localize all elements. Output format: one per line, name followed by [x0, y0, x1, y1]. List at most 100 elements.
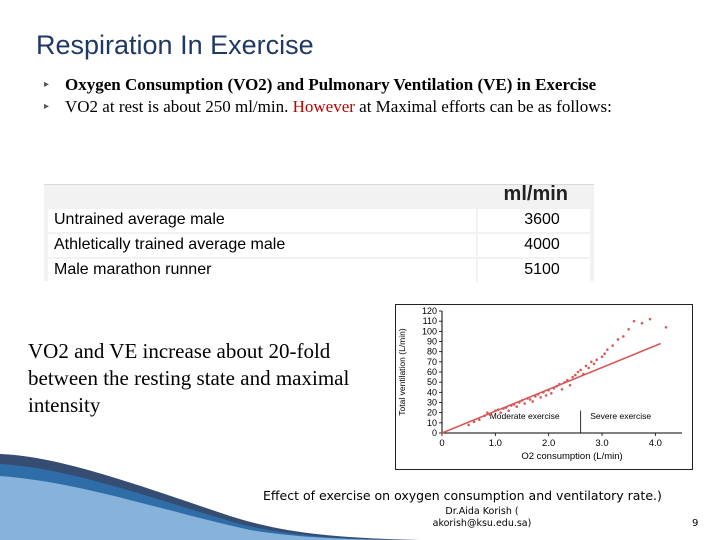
region-label-severe: Severe exercise [590, 411, 651, 421]
y-tick-label: 0 [432, 428, 437, 438]
data-point [616, 338, 620, 341]
data-point [542, 391, 545, 394]
y-tick-label: 30 [427, 398, 437, 408]
data-point [512, 403, 516, 406]
y-tick-label: 80 [427, 347, 437, 357]
data-point [600, 355, 604, 359]
table-cell-label: Untrained average male [54, 211, 225, 228]
data-point [592, 362, 596, 366]
data-point [584, 364, 588, 368]
bullet-text-2: VO2 at rest is about 250 ml/min. [65, 97, 293, 116]
data-point [640, 321, 644, 325]
table-row: Athletically trained average male 4000 [48, 234, 590, 257]
data-point [632, 319, 636, 323]
y-axis-label: Total ventilation (L/min) [397, 328, 407, 416]
bullet-marker-icon: ▸ [44, 101, 50, 112]
table-row: Male marathon runner 5100 [48, 259, 590, 282]
y-tick-label: 50 [427, 377, 437, 387]
y-tick-label: 90 [427, 337, 437, 347]
data-point [536, 393, 540, 396]
bullet-item-2: ▸ VO2 at rest is about 250 ml/min. Howev… [44, 96, 684, 118]
x-tick-label: 1.0 [489, 438, 502, 449]
data-point [603, 352, 606, 355]
region-label-moderate: Moderate exercise [490, 411, 560, 421]
body-text: VO2 and VE increase about 20-fold betwee… [28, 339, 350, 417]
x-axis-label: O2 consumption (L/min) [521, 451, 622, 462]
data-point [622, 335, 625, 338]
data-point [560, 387, 564, 391]
data-point [590, 360, 593, 364]
data-point [528, 398, 532, 401]
data-point [539, 396, 542, 399]
data-point [520, 399, 524, 402]
data-point [483, 414, 486, 418]
data-point [664, 325, 668, 329]
data-point [555, 384, 558, 388]
data-point [563, 380, 566, 384]
y-tick-label: 10 [427, 418, 437, 428]
y-tick-label: 40 [427, 387, 437, 397]
data-point [627, 328, 630, 331]
data-point [523, 402, 526, 405]
data-point [518, 401, 521, 404]
data-point [486, 411, 489, 414]
slide-title: Respiration In Exercise [36, 30, 314, 60]
data-point [582, 372, 585, 376]
x-tick-label: 2.0 [542, 438, 555, 449]
vo2-table: ml/min Untrained average male 3600 Athle… [44, 183, 594, 282]
table-cell-value: 3600 [524, 211, 560, 228]
data-point [499, 411, 502, 414]
data-point [568, 383, 572, 387]
data-point [502, 407, 505, 410]
decorative-wave-icon [0, 454, 420, 540]
y-tick-label: 110 [423, 316, 437, 326]
data-point [648, 317, 652, 321]
data-point [611, 344, 614, 347]
data-point [574, 373, 577, 377]
data-point [494, 409, 497, 412]
bullet-marker-icon: ▸ [44, 79, 50, 90]
data-point [579, 368, 582, 372]
x-tick-label: 4.0 [649, 438, 662, 449]
table-cell-label: Athletically trained average male [54, 236, 286, 253]
data-point [472, 420, 476, 424]
data-point [488, 413, 492, 416]
y-tick-label: 120 [422, 306, 437, 316]
table-cell-value: 5100 [524, 261, 560, 278]
data-point [531, 400, 534, 403]
data-point [504, 406, 508, 409]
bullet-item-1: ▸ Oxygen Consumption (VO2) and Pulmonary… [44, 74, 684, 96]
data-point [552, 386, 556, 390]
trend-line [441, 342, 661, 434]
data-point [571, 375, 574, 379]
data-point [576, 370, 580, 374]
data-point [547, 389, 550, 392]
table-row: Untrained average male 3600 [48, 209, 590, 232]
data-point [496, 408, 500, 411]
x-tick-label: 0 [439, 438, 444, 449]
data-point [467, 423, 470, 427]
x-tick-label: 3.0 [595, 438, 608, 449]
bullet-list: ▸ Oxygen Consumption (VO2) and Pulmonary… [44, 74, 684, 118]
bullet-text-1: Oxygen Consumption (VO2) and Pulmonary V… [65, 75, 597, 94]
data-point [544, 394, 548, 397]
data-point [566, 378, 569, 382]
y-tick-label: 20 [427, 408, 437, 418]
y-tick-label: 70 [427, 357, 437, 367]
y-tick-label: 60 [427, 367, 437, 377]
figure-caption: Effect of exercise on oxygen consumption… [263, 488, 662, 503]
page-number: 9 [692, 518, 699, 529]
highlight-word: However [292, 97, 355, 116]
data-point [510, 404, 513, 407]
data-point [526, 397, 529, 400]
y-tick-label: 100 [422, 326, 437, 336]
data-point [550, 392, 553, 395]
data-point [507, 409, 510, 412]
data-point [587, 366, 590, 370]
table-cell-label: Male marathon runner [54, 261, 212, 278]
data-point [595, 358, 598, 362]
table-header: ml/min [44, 183, 594, 209]
bullet-text-2-end: at Maximal efforts can be as follows: [354, 97, 612, 116]
footer-author: Dr.Aida Korish ( akorish@ksu.edu.sa) [432, 506, 532, 529]
data-point [606, 348, 609, 351]
